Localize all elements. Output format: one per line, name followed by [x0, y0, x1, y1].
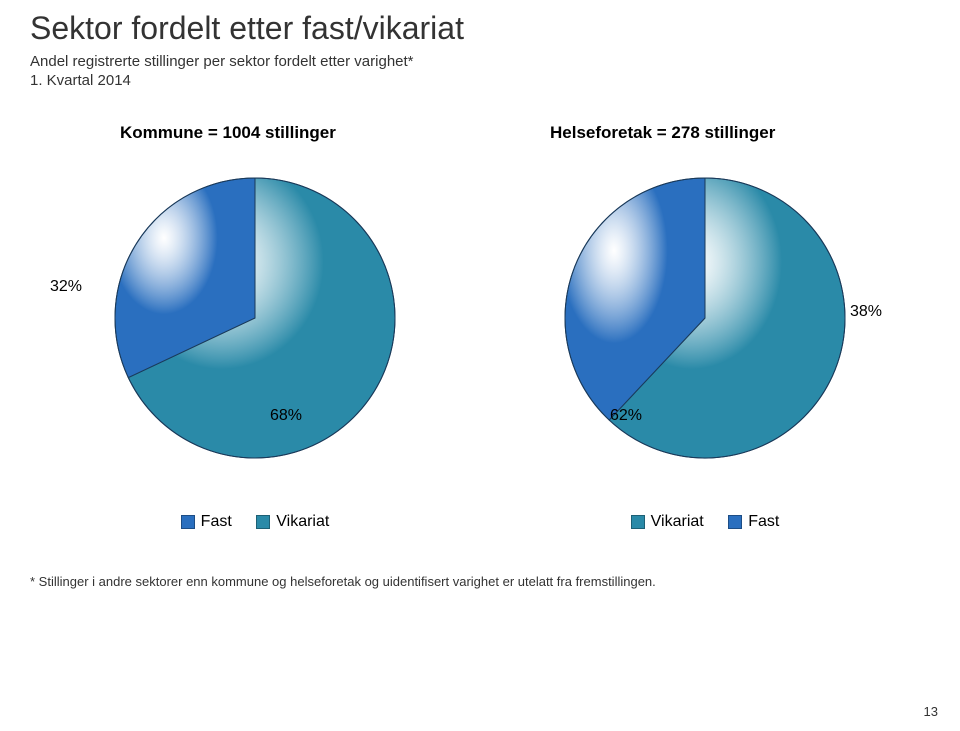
right-pie-chart: [555, 163, 855, 463]
right-fast-pct-label: 38%: [850, 303, 882, 321]
chart-titles-row: Kommune = 1004 stillinger Helseforetak =…: [30, 123, 930, 143]
left-chart-cell: 32% 68%: [30, 163, 480, 493]
right-legend-fast: Fast: [728, 513, 779, 531]
page-subtitle: Andel registrerte stillinger per sektor …: [30, 53, 930, 70]
page-period: 1. Kvartal 2014: [30, 72, 930, 89]
left-legend: Fast Vikariat: [30, 513, 480, 534]
right-vikariat-pct-label: 62%: [610, 407, 642, 425]
legend-swatch-icon: [631, 515, 645, 529]
page-root: Sektor fordelt etter fast/vikariat Andel…: [0, 0, 960, 731]
right-legend: Vikariat Fast: [480, 513, 930, 534]
left-pie-chart: [105, 163, 405, 463]
left-fast-pct-label: 68%: [270, 407, 302, 425]
legends-row: Fast Vikariat Vikariat Fast: [30, 513, 930, 534]
legend-swatch-icon: [181, 515, 195, 529]
right-legend-vikariat: Vikariat: [631, 513, 704, 531]
legend-label: Vikariat: [651, 513, 704, 531]
legend-label: Vikariat: [276, 513, 329, 531]
left-vikariat-pct-label: 32%: [50, 278, 82, 296]
page-number: 13: [924, 704, 938, 719]
charts-row: 32% 68% 38% 62%: [30, 163, 930, 493]
left-legend-vikariat: Vikariat: [256, 513, 329, 531]
footnote: * Stillinger i andre sektorer enn kommun…: [30, 574, 930, 589]
right-chart-cell: 38% 62%: [480, 163, 930, 493]
legend-swatch-icon: [728, 515, 742, 529]
legend-label: Fast: [748, 513, 779, 531]
right-chart-title: Helseforetak = 278 stillinger: [500, 123, 930, 143]
legend-swatch-icon: [256, 515, 270, 529]
left-legend-fast: Fast: [181, 513, 232, 531]
legend-label: Fast: [201, 513, 232, 531]
page-title: Sektor fordelt etter fast/vikariat: [30, 10, 930, 47]
left-chart-title: Kommune = 1004 stillinger: [30, 123, 500, 143]
